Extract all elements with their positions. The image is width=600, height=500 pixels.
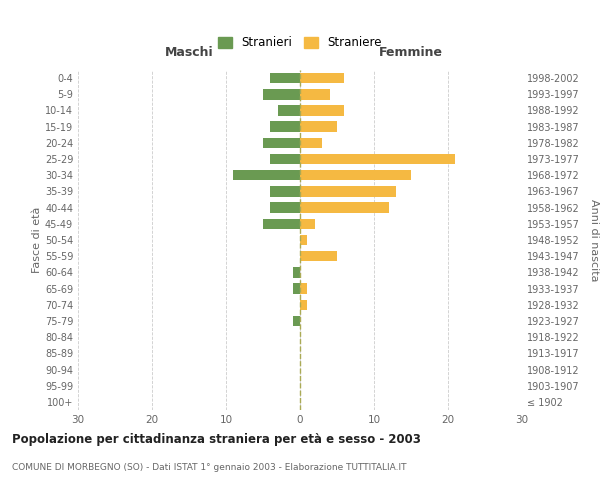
Legend: Stranieri, Straniere: Stranieri, Straniere (213, 32, 387, 54)
Bar (300, 89, 329, 100)
Bar (300, 170, 411, 180)
Bar (293, 267, 300, 278)
Bar (293, 316, 300, 326)
Bar (300, 284, 307, 294)
Bar (233, 170, 300, 180)
Bar (300, 251, 337, 262)
Bar (271, 122, 300, 132)
Bar (300, 73, 344, 84)
Bar (300, 154, 455, 164)
Bar (271, 154, 300, 164)
Bar (300, 300, 307, 310)
Text: Popolazione per cittadinanza straniera per età e sesso - 2003: Popolazione per cittadinanza straniera p… (12, 432, 421, 446)
Bar (300, 105, 344, 116)
Bar (278, 105, 300, 116)
Y-axis label: Fasce di età: Fasce di età (32, 207, 42, 273)
Text: COMUNE DI MORBEGNO (SO) - Dati ISTAT 1° gennaio 2003 - Elaborazione TUTTITALIA.I: COMUNE DI MORBEGNO (SO) - Dati ISTAT 1° … (12, 462, 407, 471)
Text: Maschi: Maschi (164, 46, 214, 59)
Bar (271, 186, 300, 196)
Bar (293, 284, 300, 294)
Bar (300, 186, 396, 196)
Bar (300, 218, 315, 229)
Bar (300, 122, 337, 132)
Text: Femmine: Femmine (379, 46, 443, 59)
Bar (300, 234, 307, 246)
Bar (271, 202, 300, 213)
Bar (271, 73, 300, 84)
Y-axis label: Anni di nascita: Anni di nascita (589, 198, 599, 281)
Bar (263, 89, 300, 100)
Bar (263, 218, 300, 229)
Bar (263, 138, 300, 148)
Bar (300, 138, 322, 148)
Bar (300, 202, 389, 213)
